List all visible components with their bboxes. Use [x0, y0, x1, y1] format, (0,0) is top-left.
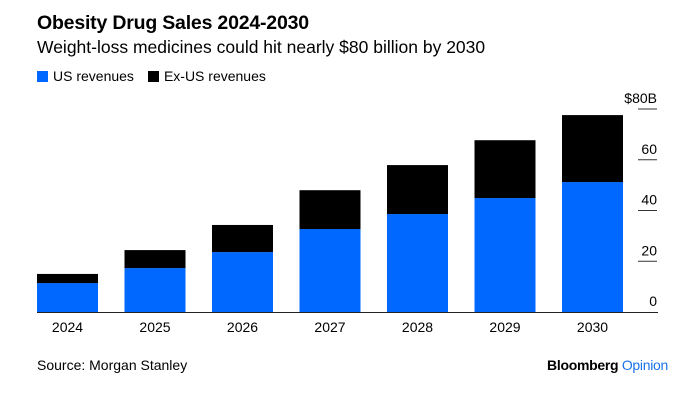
- bar-us-2028: [387, 214, 448, 312]
- bar-ex-us-2024: [37, 273, 98, 284]
- brand-accent: Opinion: [621, 357, 668, 373]
- legend-label-ex-us: Ex-US revenues: [163, 68, 266, 84]
- chart-subtitle: Weight-loss medicines could hit nearly $…: [37, 37, 486, 57]
- bar-ex-us-2030: [562, 115, 623, 183]
- x-tick-label: 2027: [314, 319, 345, 335]
- source-note: Source: Morgan Stanley: [37, 357, 188, 373]
- bar-us-2030: [562, 182, 623, 312]
- bar-us-2029: [474, 198, 536, 312]
- brand-logo: Bloomberg Opinion: [547, 357, 668, 373]
- bar-us-2024: [37, 283, 98, 312]
- brand-main: Bloomberg: [547, 357, 619, 373]
- x-tick-label: 2029: [489, 319, 520, 335]
- x-tick-label: 2025: [139, 319, 170, 335]
- x-tick-label: 2026: [227, 319, 258, 335]
- y-tick-label: 0: [649, 293, 657, 309]
- x-tick-label: 2028: [402, 319, 433, 335]
- legend-item-us: US revenues: [37, 68, 134, 84]
- legend: US revenues Ex-US revenues: [37, 68, 266, 84]
- bar-ex-us-2028: [387, 165, 448, 215]
- bar-ex-us-2025: [124, 250, 186, 269]
- bar-ex-us-2026: [212, 224, 273, 253]
- bar-us-2027: [299, 229, 361, 312]
- bar-us-2026: [212, 252, 273, 312]
- legend-label-us: US revenues: [53, 68, 134, 84]
- y-tick-label: 20: [641, 242, 657, 258]
- bar-ex-us-2027: [299, 190, 361, 230]
- y-tick-label: $80B: [624, 90, 657, 106]
- y-tick-label: 60: [641, 141, 657, 157]
- y-tick-label: 40: [641, 192, 657, 208]
- bar-us-2025: [124, 268, 186, 312]
- bar-ex-us-2029: [474, 140, 536, 199]
- legend-swatch-us: [37, 70, 48, 82]
- x-tick-label: 2030: [577, 319, 608, 335]
- x-tick-label: 2024: [52, 319, 83, 335]
- legend-swatch-ex-us: [147, 70, 159, 82]
- legend-item-ex-us: Ex-US revenues: [147, 68, 266, 84]
- chart-title: Obesity Drug Sales 2024-2030: [37, 12, 309, 34]
